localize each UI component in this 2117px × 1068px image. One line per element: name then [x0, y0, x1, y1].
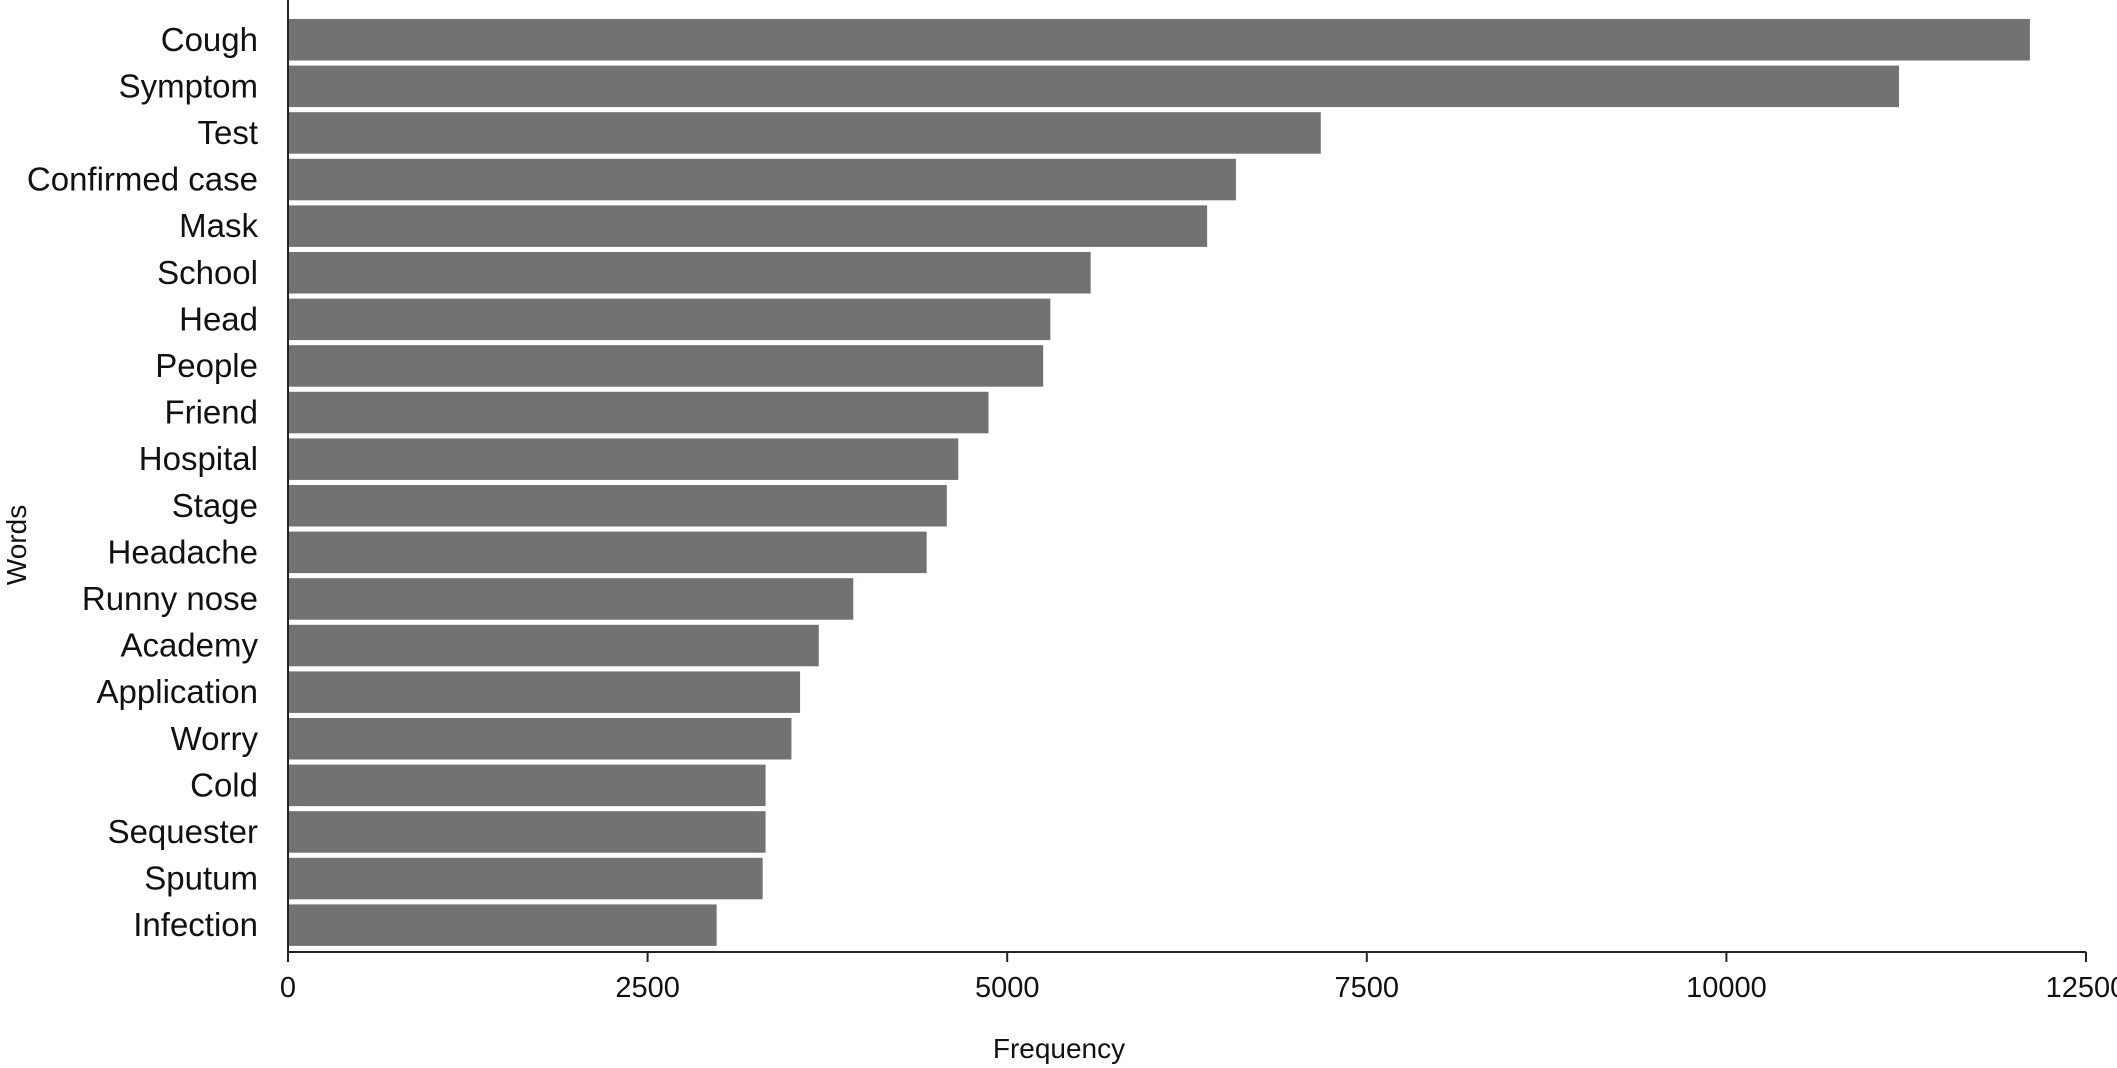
- x-tick-label: 2500: [615, 972, 680, 1004]
- category-label: Cough: [161, 21, 258, 58]
- x-axis-title: Frequency: [993, 1033, 1125, 1064]
- category-label: Cold: [190, 766, 258, 803]
- category-label: Runny nose: [82, 580, 258, 617]
- bar-worry: [288, 718, 792, 760]
- category-label: Confirmed case: [27, 161, 258, 198]
- bar-application: [288, 671, 801, 713]
- y-axis-title: Words: [1, 505, 32, 585]
- bar-infection: [288, 904, 717, 946]
- bar-sequester: [288, 811, 766, 853]
- bar-hospital: [288, 438, 959, 480]
- category-label: Test: [197, 114, 258, 151]
- bar-runny-nose: [288, 578, 854, 620]
- bar-mask: [288, 205, 1208, 247]
- category-label: Stage: [172, 487, 258, 524]
- x-tick-label: 0: [280, 972, 296, 1004]
- category-label: Hospital: [139, 440, 258, 477]
- bar-people: [288, 345, 1044, 387]
- bar-headache: [288, 531, 927, 574]
- bar-sputum: [288, 857, 763, 900]
- category-label: Worry: [171, 720, 259, 757]
- x-tick-label: 10000: [1686, 972, 1767, 1004]
- category-label: Friend: [164, 394, 258, 431]
- category-label: People: [155, 347, 258, 384]
- bar-cold: [288, 764, 766, 807]
- bar-friend: [288, 391, 989, 434]
- bar-test: [288, 112, 1321, 154]
- bar-stage: [288, 485, 947, 527]
- bar-cough: [288, 19, 2030, 61]
- category-label: Academy: [120, 627, 258, 664]
- category-label: Mask: [179, 207, 258, 244]
- x-tick-label: 5000: [975, 972, 1040, 1004]
- category-label: Application: [97, 673, 258, 710]
- x-tick-label: 12500: [2046, 972, 2117, 1004]
- bar-head: [288, 298, 1051, 341]
- x-tick-label: 7500: [1335, 972, 1400, 1004]
- category-label: School: [157, 254, 258, 291]
- category-label: Head: [179, 300, 258, 337]
- category-labels: Cough Symptom Test Confirmed case Mask School…: [27, 21, 259, 943]
- category-label: Infection: [133, 906, 258, 943]
- bar-symptom: [288, 65, 1900, 108]
- bar-confirmed-case: [288, 158, 1236, 201]
- category-label: Headache: [108, 533, 258, 570]
- bars-group: [288, 19, 2030, 946]
- category-label: Sequester: [108, 813, 258, 850]
- category-label: Sputum: [144, 860, 258, 897]
- bar-academy: [288, 624, 819, 667]
- category-label: Symptom: [119, 67, 258, 104]
- bar-school: [288, 252, 1091, 294]
- x-axis-ticks: 0 2500 5000 7500 10000 12500: [280, 952, 2117, 1004]
